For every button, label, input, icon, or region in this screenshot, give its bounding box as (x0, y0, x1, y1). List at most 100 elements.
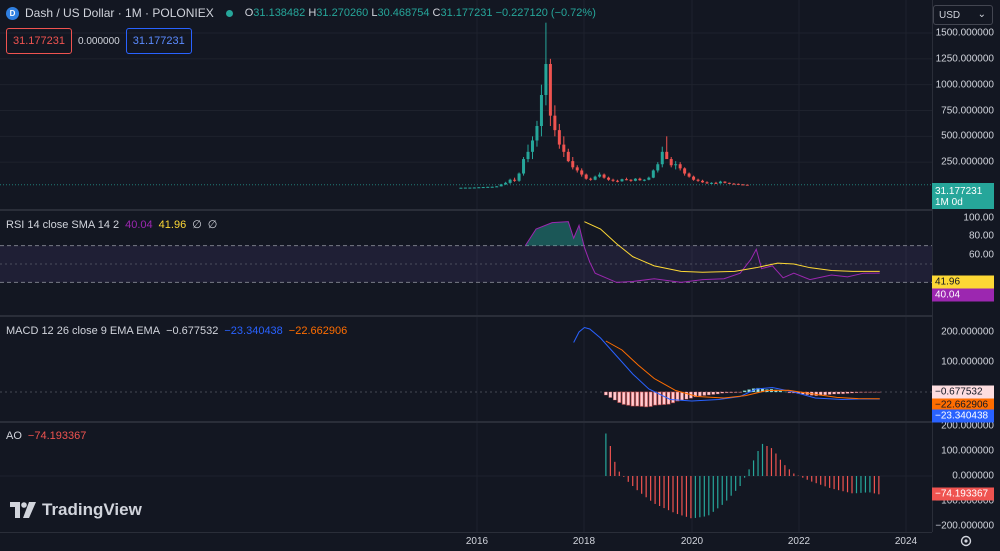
macd-hist-bar (657, 391, 662, 406)
currency-selector[interactable]: USD ⌄ (933, 5, 993, 25)
candle-body (486, 186, 490, 188)
macd-hist-bar (702, 391, 707, 396)
rsi-tag: 40.04 (932, 288, 994, 302)
candle-body (499, 184, 503, 187)
rsi-scale-label: 60.00 (968, 249, 994, 261)
rsi-line (524, 221, 880, 283)
chart-canvas[interactable] (0, 0, 932, 532)
ao-bar (739, 476, 741, 486)
time-axis-label: 2016 (465, 536, 489, 547)
pane-separator-price-rsi[interactable] (0, 209, 1000, 211)
ao-bar (757, 451, 759, 476)
ao-bar (632, 476, 634, 486)
ao-bar (766, 446, 768, 476)
tradingview-logo[interactable]: TradingView (10, 500, 142, 520)
ao-bar (645, 476, 647, 498)
ao-bar (820, 476, 822, 485)
macd-hist-bar (635, 391, 640, 407)
ao-bar (775, 453, 777, 476)
ao-bar (855, 476, 858, 494)
price-scale-label: 500.000000 (941, 130, 994, 142)
rsi-value: 40.04 (125, 218, 153, 231)
ao-bar (779, 459, 782, 476)
macd-hist-bar (742, 390, 747, 393)
last-price-tag[interactable]: 31.177231 1M 0d (932, 183, 994, 209)
candle-body (692, 176, 696, 180)
candle-body (553, 115, 557, 131)
pane-separator-rsi-macd[interactable] (0, 315, 1000, 317)
macd-hist-bar (679, 391, 684, 401)
settings-gear-icon[interactable] (959, 534, 973, 548)
sell-button[interactable]: 31.177231 (6, 28, 72, 54)
ao-bar (681, 476, 683, 516)
ao-legend: AO −74.193367 (6, 430, 86, 442)
ao-scale-label: −100.000000 (935, 495, 994, 507)
buy-button[interactable]: 31.177231 (125, 28, 192, 54)
macd-hist-bar (612, 391, 617, 401)
symbol-title[interactable]: Dash / US Dollar · 1M · POLONIEX (25, 6, 214, 20)
ao-bar (837, 476, 840, 491)
macd-hist-bar (787, 391, 792, 394)
macd-hist-bar (675, 391, 680, 402)
macd-title[interactable]: MACD 12 26 close 9 EMA EMA (6, 325, 161, 337)
macd-hist-bar (854, 391, 859, 394)
macd-hist-bar (653, 391, 658, 406)
macd-hist-bar (832, 391, 837, 395)
macd-hist-value: −0.677532 (166, 325, 219, 337)
ao-bar (712, 476, 714, 512)
candle-body (638, 178, 642, 181)
ao-bar (730, 476, 732, 496)
market-status-icon (225, 9, 233, 17)
ao-bar (806, 476, 808, 480)
rsi-sma-tag: 41.96 (932, 275, 994, 289)
candle-body (468, 187, 472, 189)
macd-hist-bar (827, 391, 832, 395)
time-axis-label: 2020 (680, 536, 704, 547)
ao-bar (618, 471, 620, 476)
macd-hist-bar (648, 391, 653, 407)
candle-body (508, 179, 512, 183)
macd-signal-value: −22.662906 (288, 325, 348, 337)
ao-bar (650, 476, 652, 501)
price-scale[interactable]: 1500.000000 1250.000000 1000.000000 750.000… (932, 0, 1000, 532)
candle-body (584, 174, 588, 179)
plot-area[interactable] (0, 0, 932, 532)
time-axis[interactable]: 2016 2018 2020 2022 2024 (0, 532, 932, 551)
ao-title[interactable]: AO (6, 430, 22, 442)
macd-hist-bar (662, 391, 667, 405)
macd-hist-bar (706, 391, 711, 396)
macd-hist-tag: −0.677532 (932, 385, 994, 399)
chevron-down-icon: ⌄ (977, 9, 986, 20)
candle-body (714, 182, 718, 184)
ao-bar (627, 476, 629, 482)
tradingview-wordmark: TradingView (42, 500, 142, 519)
candle-body (723, 181, 727, 183)
ao-bar (614, 461, 616, 476)
rsi-title[interactable]: RSI 14 close SMA 14 2 (6, 218, 120, 231)
time-axis-label: 2022 (787, 536, 811, 547)
ao-bar (708, 476, 710, 516)
rsi-upper-value: ∅ (192, 219, 202, 231)
ao-bar (851, 476, 853, 494)
ao-bar (869, 476, 871, 493)
macd-hist-bar (630, 391, 635, 407)
ao-scale-label: 100.000000 (941, 445, 994, 457)
ao-bar (623, 476, 625, 477)
candle-body (557, 130, 561, 145)
ao-bar (860, 476, 862, 493)
price-scale-label: 750.000000 (941, 105, 994, 116)
macd-signal-tag: −22.662906 (932, 398, 994, 412)
macd-hist-bar (836, 391, 841, 395)
ao-bar (784, 465, 786, 476)
pane-separator-macd-ao[interactable] (0, 421, 1000, 423)
candle-body (727, 182, 731, 184)
trade-buttons: 31.177231 0.000000 31.177231 (6, 28, 192, 54)
ao-bar (846, 476, 849, 493)
candle-body (522, 159, 526, 174)
ao-bar (788, 469, 790, 476)
macd-hist-bar (671, 391, 676, 404)
price-scale-label: 250.000000 (941, 156, 994, 168)
candle-body (598, 174, 602, 177)
spread-value: 0.000000 (78, 35, 120, 47)
candle-body (665, 151, 669, 160)
